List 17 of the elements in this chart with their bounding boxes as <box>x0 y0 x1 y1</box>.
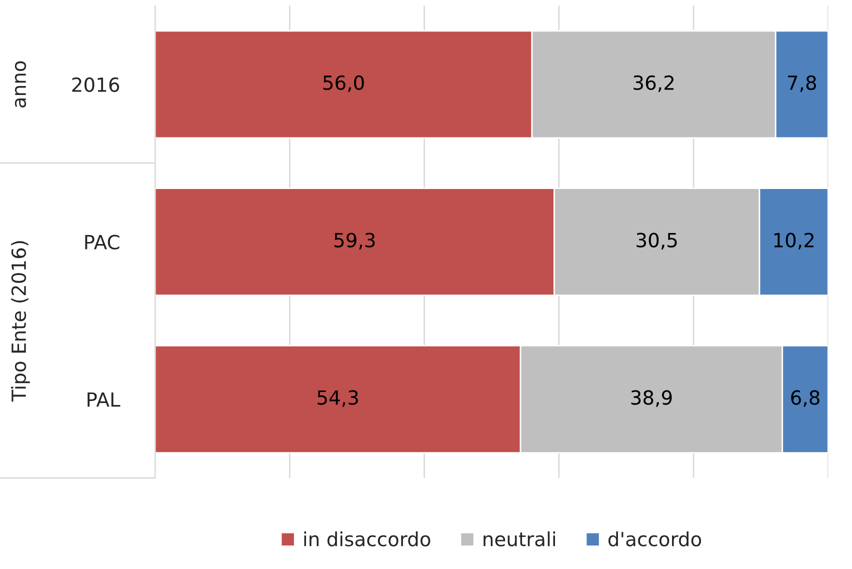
data-label: 36,2 <box>634 75 674 92</box>
data-label: 56,0 <box>323 75 364 92</box>
y-tick-label: PAC <box>85 234 120 250</box>
data-label: 30,5 <box>636 232 677 250</box>
legend-label: neutrali <box>484 531 555 546</box>
data-label: 6,8 <box>791 390 820 407</box>
data-label: 38,9 <box>631 390 672 407</box>
data-label: 54,3 <box>318 390 358 407</box>
y-tick-label: 2016 <box>72 77 120 92</box>
data-label: 59,3 <box>334 232 375 250</box>
legend-label: in disaccordo <box>304 531 430 546</box>
text: anno <box>14 61 26 108</box>
text: Tipo Ente (2016) <box>11 241 30 402</box>
y-tick-label: PAL <box>88 392 120 407</box>
legend-label: d'accordo <box>608 531 702 546</box>
data-label: 10,2 <box>774 232 814 250</box>
data-label: 7,8 <box>788 75 816 92</box>
